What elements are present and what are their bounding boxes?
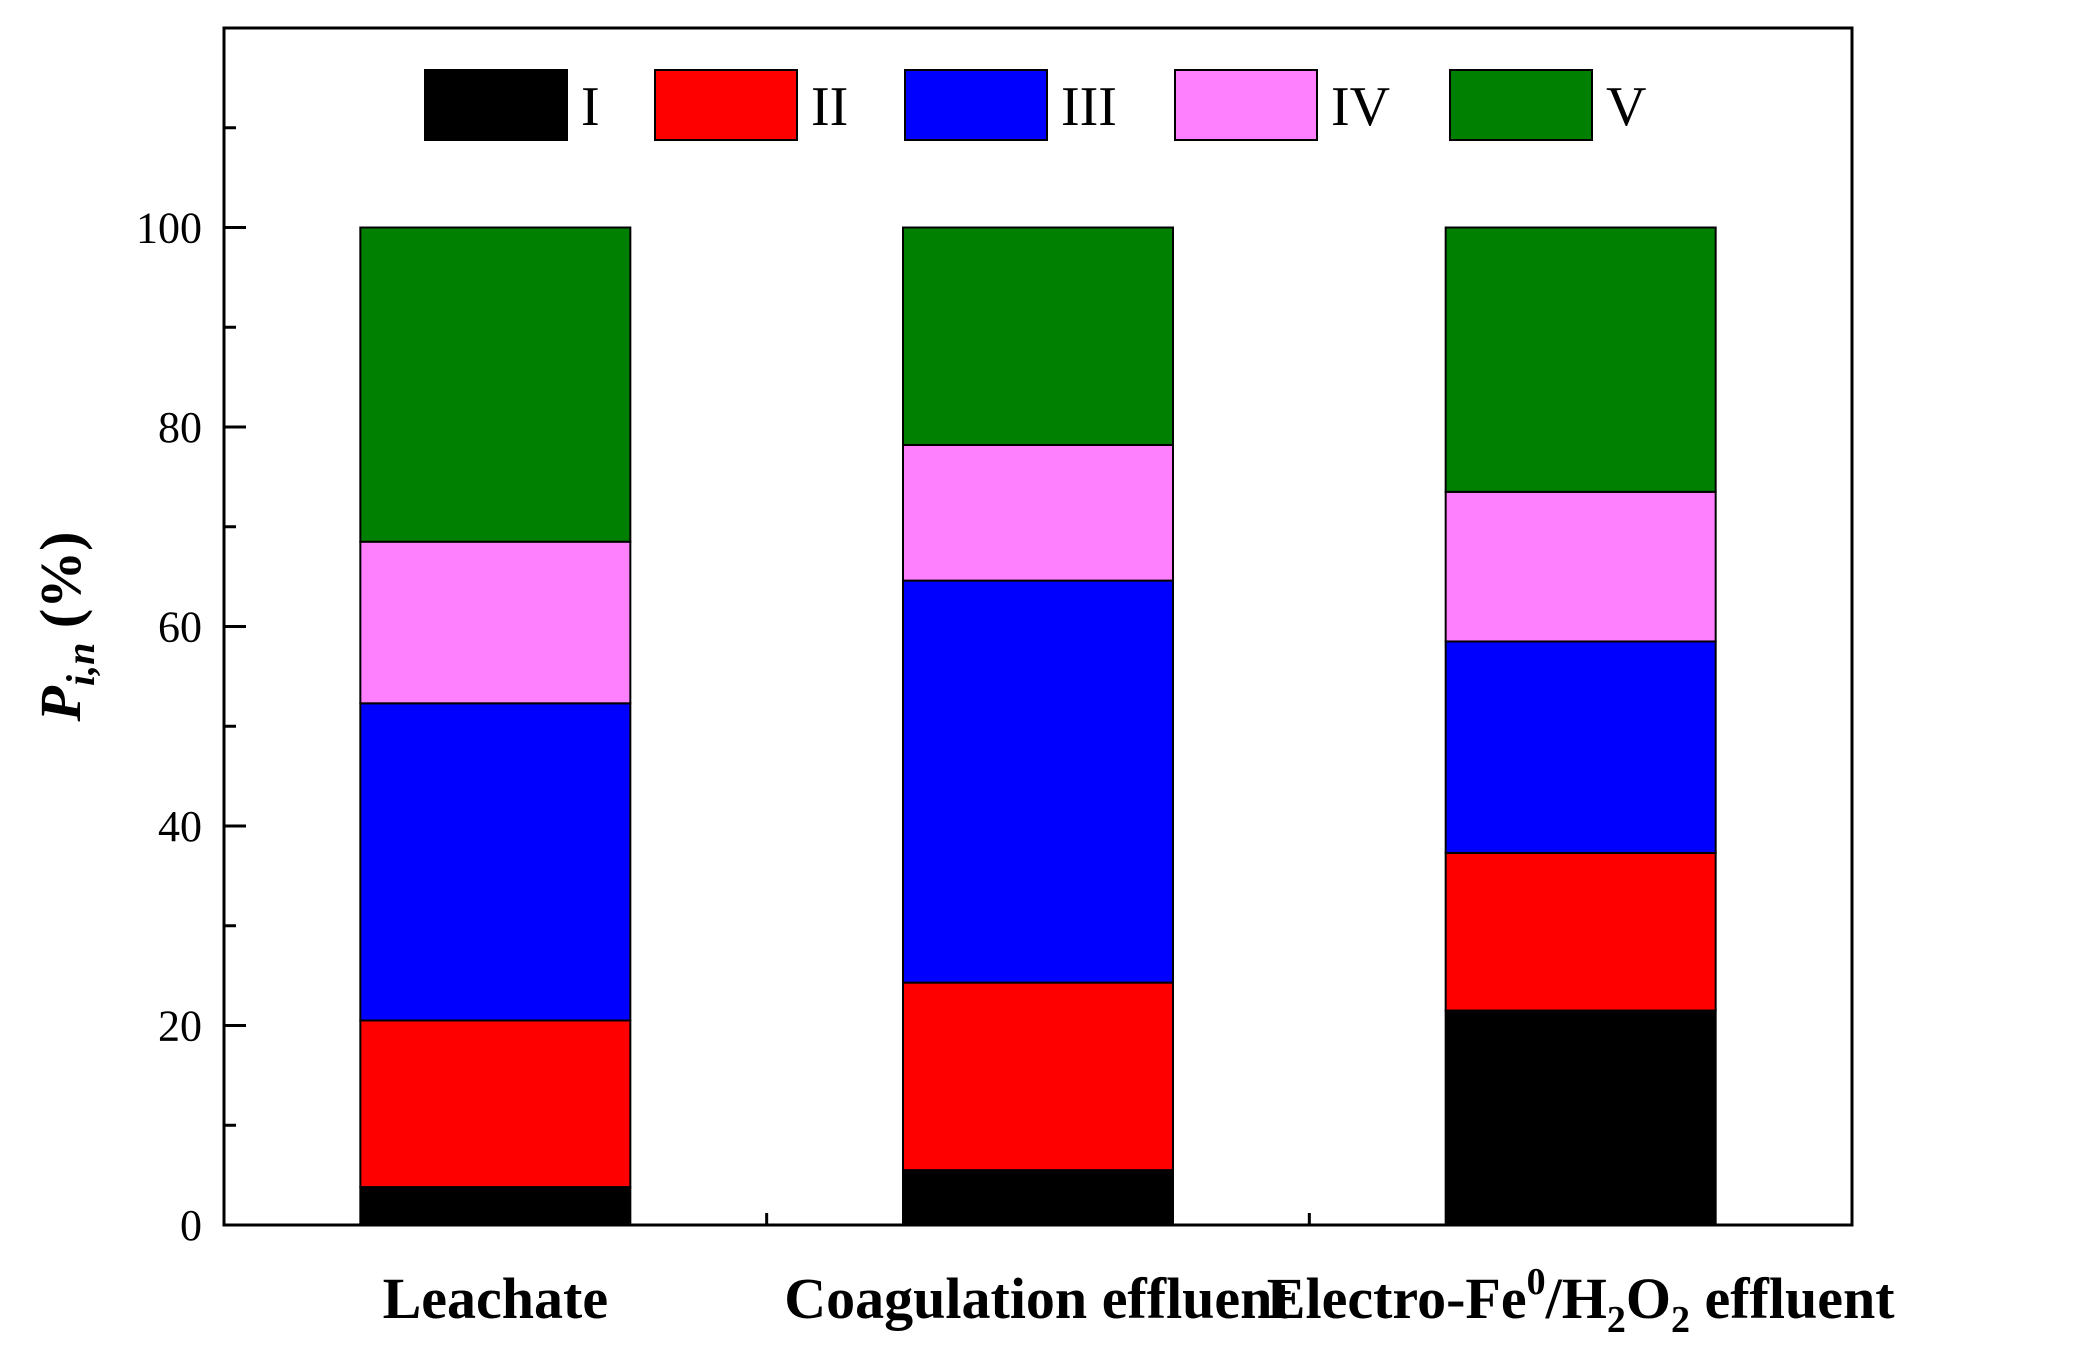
y-tick-label: 40 <box>158 802 202 851</box>
legend: I II III IV V <box>424 69 1646 141</box>
bar-segment-iv-2 <box>902 443 1174 582</box>
legend-swatch <box>424 69 568 141</box>
y-axis-label-main: P <box>28 685 93 722</box>
legend-item-iv: IV <box>1174 69 1390 141</box>
axis-ticks <box>224 26 1311 1227</box>
legend-item-i: I <box>424 69 600 141</box>
bar-segment-iii-2 <box>902 579 1174 984</box>
legend-item-iii: III <box>904 69 1117 141</box>
category-label-1: Leachate <box>383 1266 609 1331</box>
category-label-part: 2 <box>1671 1299 1690 1341</box>
category-label-part: /H <box>1545 1266 1607 1331</box>
category-label-part: effluent <box>1690 1266 1895 1331</box>
bar-segment-v-2 <box>902 226 1174 446</box>
bar-segment-v-3 <box>1444 226 1717 493</box>
bar-segment-iv-3 <box>1444 490 1717 643</box>
bar-segment-i-2 <box>902 1169 1174 1226</box>
y-tick-labels: 0 20 40 60 80 100 <box>136 204 202 1251</box>
legend-swatch <box>1174 69 1318 141</box>
legend-label: II <box>811 76 848 138</box>
y-tick-label: 0 <box>180 1201 202 1250</box>
category-label-2: Coagulation effluent <box>784 1266 1292 1331</box>
bar-segment-i-3 <box>1444 1009 1717 1226</box>
legend-swatch <box>654 69 798 141</box>
bar-segment-iv-1 <box>359 540 632 705</box>
y-tick-label: 20 <box>158 1002 202 1051</box>
bar-segment-iii-3 <box>1444 640 1717 854</box>
category-label-part: Electro-Fe <box>1267 1266 1527 1331</box>
bar-segment-ii-2 <box>902 981 1174 1172</box>
category-label-part: 0 <box>1527 1261 1546 1303</box>
y-tick-label: 60 <box>158 603 202 652</box>
bar-segment-ii-1 <box>359 1019 632 1189</box>
y-axis-label: Pi,n (%) <box>28 532 103 723</box>
legend-swatch <box>1449 69 1593 141</box>
bar-segments <box>359 226 1717 1226</box>
y-tick-label: 100 <box>136 204 202 253</box>
category-label-3: Electro-Fe0/H2O2 effluent <box>1267 1261 1895 1341</box>
legend-label: IV <box>1331 76 1390 138</box>
legend-item-v: V <box>1449 69 1646 141</box>
bar-segment-iii-1 <box>359 702 632 1022</box>
category-label-part: 2 <box>1607 1299 1626 1341</box>
legend-swatch <box>904 69 1048 141</box>
legend-item-ii: II <box>654 69 848 141</box>
legend-label: I <box>581 76 600 138</box>
legend-label: III <box>1061 76 1117 138</box>
legend-label: V <box>1606 76 1646 138</box>
bar-segment-ii-3 <box>1444 851 1717 1012</box>
y-tick-label: 80 <box>158 403 202 452</box>
bar-segment-v-1 <box>359 226 632 543</box>
y-axis-label-sub: i,n <box>58 643 103 686</box>
y-axis-label-unit: (%) <box>28 532 93 643</box>
bar-segment-i-1 <box>359 1186 632 1226</box>
category-label-part: O <box>1626 1266 1671 1331</box>
category-labels: Leachate Coagulation effluentElectro-Fe0/… <box>383 1261 1896 1341</box>
